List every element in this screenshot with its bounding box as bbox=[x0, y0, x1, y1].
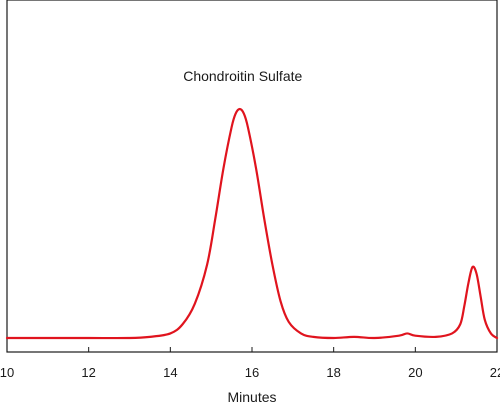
x-tick-label-22: 22 bbox=[490, 365, 500, 380]
x-tick-label-18: 18 bbox=[326, 365, 340, 380]
x-tick-label-10: 10 bbox=[0, 365, 14, 380]
x-axis-ticks bbox=[6, 347, 498, 352]
x-axis-title: Minutes bbox=[227, 389, 276, 405]
peak-annotation-chondroitin-sulfate: Chondroitin Sulfate bbox=[183, 68, 302, 84]
plot-frame bbox=[6, 0, 498, 353]
x-tick-label-20: 20 bbox=[408, 365, 422, 380]
x-tick-label-12: 12 bbox=[81, 365, 95, 380]
x-axis-tick-labels: 10 12 14 16 18 20 22 bbox=[0, 365, 500, 380]
x-tick-label-14: 14 bbox=[163, 365, 177, 380]
x-tick-label-16: 16 bbox=[245, 365, 259, 380]
chromatogram-trace bbox=[5, 107, 499, 340]
